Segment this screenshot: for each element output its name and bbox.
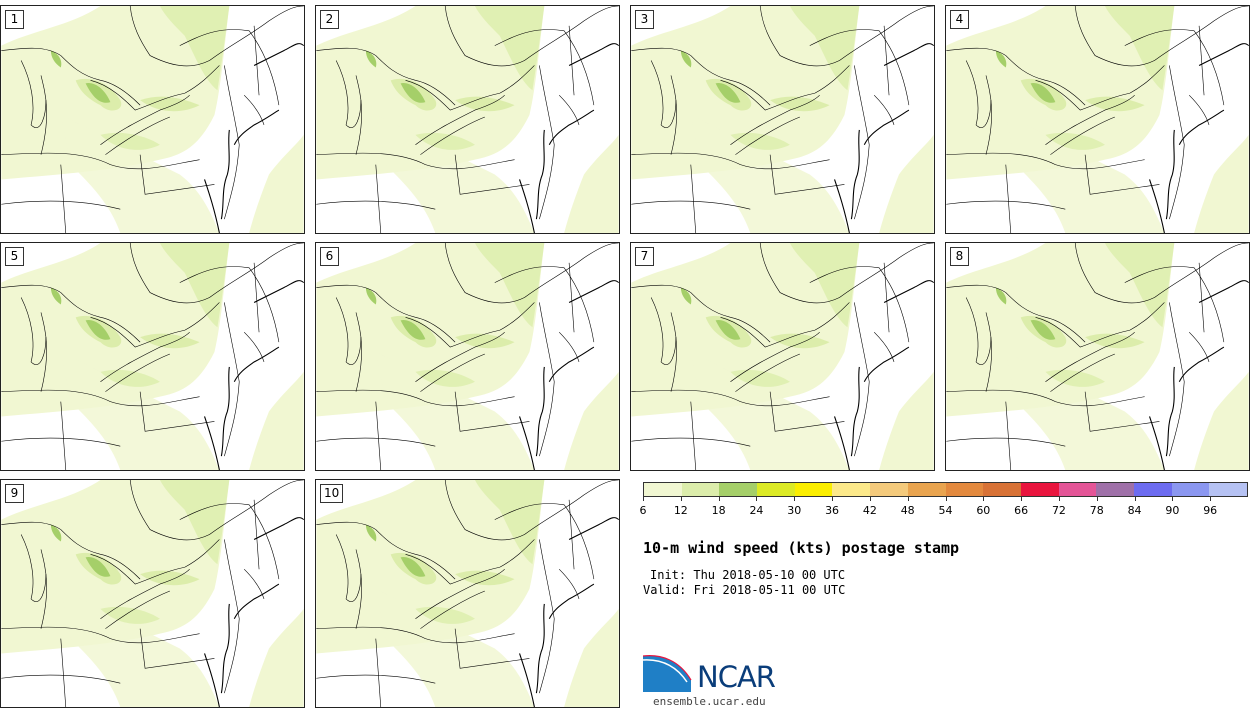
ncar-logo-icon xyxy=(643,655,692,692)
member-number-label: 8 xyxy=(950,247,969,266)
wind-map xyxy=(1,6,304,233)
colorbar-tick-label: 18 xyxy=(711,504,726,517)
colorbar-segment xyxy=(907,483,946,496)
colorbar-tick xyxy=(1210,497,1212,501)
colorbar-tick-label: 48 xyxy=(900,504,915,517)
colorbar-segment xyxy=(719,483,758,496)
wind-map xyxy=(1,243,304,470)
member-number-label: 5 xyxy=(5,247,24,266)
colorbar-segment xyxy=(1209,483,1247,496)
colorbar-tick xyxy=(1134,497,1136,501)
member-number-label: 7 xyxy=(635,247,654,266)
wind-map xyxy=(631,243,934,470)
member-panel-8: 8 xyxy=(945,242,1250,471)
colorbar-tick xyxy=(945,497,947,501)
member-panel-4: 4 xyxy=(945,5,1250,234)
colorbar-tick-label: 42 xyxy=(862,504,877,517)
colorbar-tick-label: 84 xyxy=(1127,504,1142,517)
init-time: Init: Thu 2018-05-10 00 UTC xyxy=(650,568,846,582)
wind-speed-colorbar xyxy=(643,482,1248,497)
colorbar-tick xyxy=(907,497,909,501)
colorbar-tick-label: 60 xyxy=(976,504,991,517)
colorbar-segment xyxy=(644,483,682,496)
colorbar-tick xyxy=(869,497,871,501)
colorbar-tick xyxy=(1172,497,1174,501)
colorbar-tick xyxy=(718,497,720,501)
site-url: ensemble.ucar.edu xyxy=(653,695,766,708)
colorbar-tick-label: 78 xyxy=(1089,504,1104,517)
colorbar-segment xyxy=(1058,483,1097,496)
wind-map xyxy=(1,480,304,707)
member-number-label: 2 xyxy=(320,10,339,29)
valid-time: Valid: Fri 2018-05-11 00 UTC xyxy=(643,583,846,597)
member-number-label: 9 xyxy=(5,484,24,503)
colorbar-segment xyxy=(794,483,833,496)
colorbar-tick-label: 72 xyxy=(1051,504,1066,517)
colorbar-tick-labels: 6 12 18 24 30 36 42 48 54 60 66 72 78 84 90 96 xyxy=(639,497,1248,519)
member-panel-6: 6 xyxy=(315,242,620,471)
colorbar-segment xyxy=(681,483,720,496)
member-number-label: 1 xyxy=(5,10,24,29)
colorbar-tick-label: 30 xyxy=(787,504,802,517)
wind-map xyxy=(316,243,619,470)
colorbar-tick xyxy=(1096,497,1098,501)
member-panel-5: 5 xyxy=(0,242,305,471)
member-number-label: 3 xyxy=(635,10,654,29)
member-number-label: 6 xyxy=(320,247,339,266)
colorbar-tick xyxy=(794,497,796,501)
colorbar-tick xyxy=(756,497,758,501)
colorbar-tick xyxy=(680,497,682,501)
colorbar-tick-label: 36 xyxy=(825,504,840,517)
colorbar-tick-label: 66 xyxy=(1014,504,1029,517)
colorbar-tick-label: 54 xyxy=(938,504,953,517)
colorbar-tick-label: 6 xyxy=(639,504,647,517)
colorbar-tick-label: 24 xyxy=(749,504,764,517)
colorbar-tick xyxy=(983,497,985,501)
colorbar-segment xyxy=(983,483,1021,496)
colorbar-segment xyxy=(945,483,984,496)
colorbar-segment xyxy=(757,483,795,496)
colorbar-segment xyxy=(1133,483,1172,496)
colorbar-tick xyxy=(832,497,834,501)
colorbar-tick-label: 96 xyxy=(1203,504,1218,517)
colorbar-segment xyxy=(1096,483,1134,496)
colorbar-tick xyxy=(1058,497,1060,501)
colorbar-tick xyxy=(643,497,644,501)
wind-map xyxy=(946,243,1249,470)
wind-map xyxy=(316,480,619,707)
plot-title: 10-m wind speed (kts) postage stamp xyxy=(643,539,960,557)
colorbar-tick-label: 12 xyxy=(673,504,688,517)
colorbar-tick-label: 90 xyxy=(1165,504,1180,517)
member-panel-9: 9 xyxy=(0,479,305,708)
colorbar-segment xyxy=(1020,483,1059,496)
colorbar-segment xyxy=(870,483,908,496)
member-panel-10: 10 xyxy=(315,479,620,708)
member-number-label: 4 xyxy=(950,10,969,29)
colorbar-segment xyxy=(1171,483,1210,496)
colorbar-tick xyxy=(1021,497,1023,501)
member-panel-2: 2 xyxy=(315,5,620,234)
wind-map xyxy=(631,6,934,233)
ncar-logo-text: NCAR xyxy=(697,660,776,694)
colorbar-segment xyxy=(832,483,871,496)
wind-map xyxy=(946,6,1249,233)
member-panel-1: 1 xyxy=(0,5,305,234)
member-panel-3: 3 xyxy=(630,5,935,234)
wind-map xyxy=(316,6,619,233)
member-panel-7: 7 xyxy=(630,242,935,471)
member-number-label: 10 xyxy=(320,484,344,503)
